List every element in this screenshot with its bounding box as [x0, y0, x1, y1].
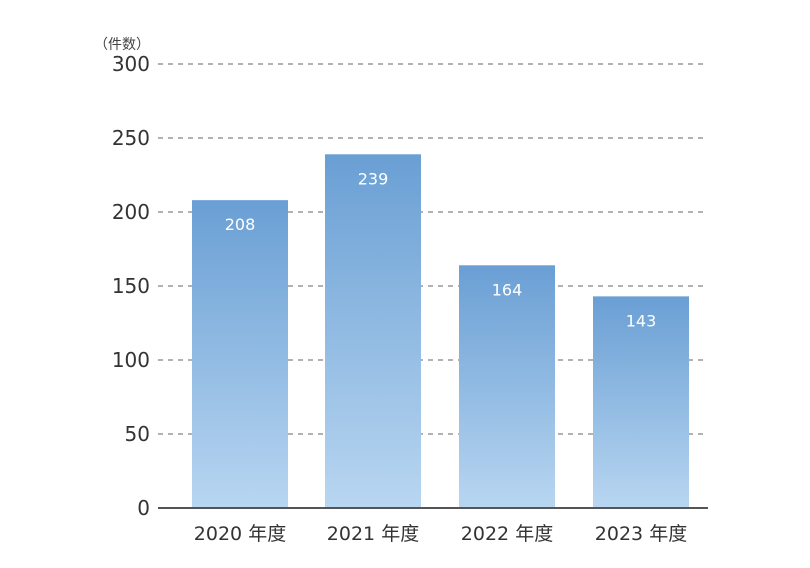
y-axis-unit-label: （件数） [94, 37, 150, 53]
y-tick-label: 50 [125, 422, 150, 446]
bar [325, 154, 421, 508]
bar-value-label: 239 [358, 169, 389, 188]
y-tick-label: 300 [112, 52, 150, 76]
bar-value-label: 208 [225, 215, 256, 234]
y-tick-label: 100 [112, 348, 150, 372]
y-tick-label: 200 [112, 200, 150, 224]
bar [459, 265, 555, 508]
bar [192, 200, 288, 508]
x-tick-label: 2020 年度 [194, 523, 286, 545]
x-axis-ticks: 2020 年度 2021 年度 2022 年度 2023 年度 [194, 523, 687, 545]
bar-value-label: 164 [492, 280, 523, 299]
bar [593, 296, 689, 508]
y-tick-label: 150 [112, 274, 150, 298]
y-tick-label: 0 [137, 496, 150, 520]
bars [192, 154, 689, 508]
y-axis-ticks: 0 50 100 150 200 250 300 [112, 52, 150, 520]
x-tick-label: 2023 年度 [595, 523, 687, 545]
bar-value-label: 143 [626, 311, 657, 330]
x-tick-label: 2021 年度 [327, 523, 419, 545]
value-labels: 208 239 164 143 [225, 169, 657, 330]
y-tick-label: 250 [112, 126, 150, 150]
x-tick-label: 2022 年度 [461, 523, 553, 545]
